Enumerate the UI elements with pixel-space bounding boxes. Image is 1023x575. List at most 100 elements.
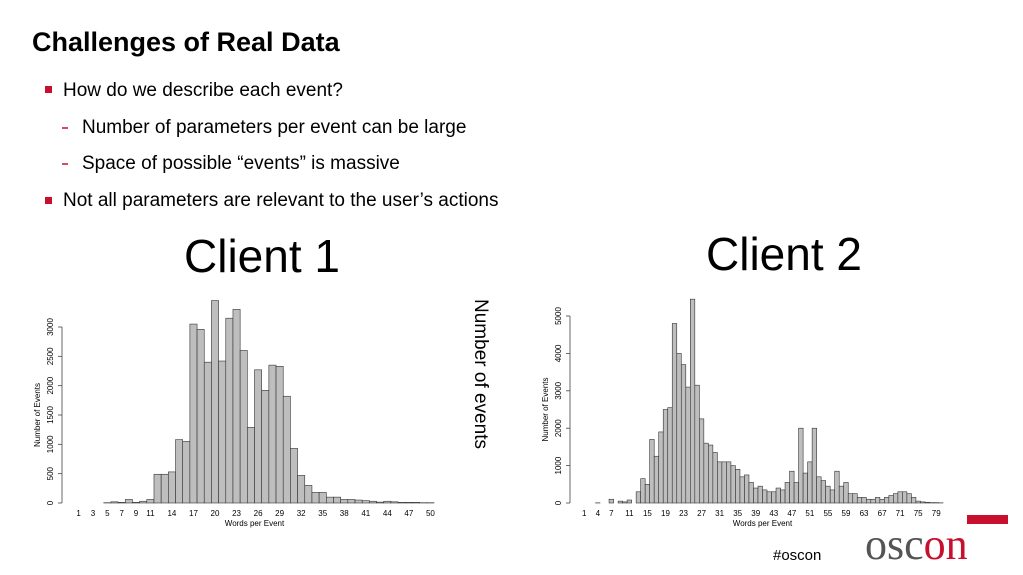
bar [843, 482, 849, 504]
bar [694, 384, 700, 504]
bar [153, 473, 162, 504]
bar [662, 409, 669, 504]
bar [902, 491, 908, 504]
x-tick-label: 41 [361, 509, 370, 518]
bar [829, 489, 835, 504]
x-tick-label: 7 [609, 509, 614, 518]
bar [383, 500, 392, 504]
logo-part: osc [865, 520, 924, 569]
bar [703, 442, 709, 504]
bar [297, 475, 306, 504]
bar [261, 390, 270, 504]
bar [325, 496, 334, 504]
y-axis-label: Number of Events [541, 377, 550, 441]
bar [762, 489, 768, 504]
logo-bar [967, 515, 1008, 524]
x-tick-label: 31 [715, 509, 724, 518]
x-tick-label: 15 [643, 509, 652, 518]
bar [789, 470, 795, 504]
bar [712, 452, 718, 504]
bar [239, 350, 248, 504]
bar [354, 499, 363, 504]
x-tick-label: 14 [167, 509, 176, 518]
bar [798, 427, 804, 504]
x-tick-label: 63 [860, 509, 869, 518]
bar [893, 493, 899, 504]
bar [635, 491, 641, 504]
bar [865, 498, 872, 504]
bar [412, 502, 420, 504]
x-tick-label: 27 [697, 509, 706, 518]
bar [680, 364, 687, 504]
x-axis-label: Words per Event [225, 519, 285, 528]
x-tick-label: 17 [189, 509, 198, 518]
bar [247, 427, 255, 504]
bar [753, 487, 759, 504]
bar [744, 474, 750, 504]
x-tick-label: 35 [318, 509, 327, 518]
bar [254, 369, 262, 504]
bar [861, 497, 867, 504]
bullet-marker [45, 86, 52, 93]
bar [771, 491, 777, 504]
bar [748, 482, 754, 504]
y-tick-label: 4000 [554, 344, 563, 362]
x-tick-label: 67 [878, 509, 887, 518]
bar [875, 497, 881, 504]
y-tick-label: 5000 [554, 307, 563, 325]
bar [717, 461, 723, 504]
y-tick-label: 1000 [46, 435, 55, 453]
x-tick-label: 11 [146, 509, 155, 518]
x-tick-label: 26 [254, 509, 263, 518]
x-tick-label: 47 [787, 509, 796, 518]
bar [811, 427, 817, 504]
bar [852, 493, 858, 504]
y-tick-label: 3000 [554, 381, 563, 399]
x-tick-label: 1 [76, 509, 81, 518]
bar [699, 418, 705, 504]
bullet: Not all parameters are relevant to the u… [63, 190, 498, 211]
x-tick-label: 79 [932, 509, 941, 518]
x-tick-label: 38 [340, 509, 349, 518]
bar [739, 476, 745, 504]
bar [117, 502, 126, 504]
sub-bullet: Number of parameters per event can be la… [82, 117, 466, 138]
bullet-marker [45, 197, 52, 204]
bar [884, 497, 890, 504]
bar [888, 495, 894, 504]
bar [816, 476, 822, 504]
bar [282, 395, 291, 504]
x-tick-label: 20 [211, 509, 220, 518]
x-tick-label: 44 [383, 509, 392, 518]
x-tick-label: 23 [679, 509, 688, 518]
bar [897, 491, 903, 504]
bar [911, 497, 917, 504]
x-tick-label: 29 [275, 509, 284, 518]
sub-bullet: Space of possible “events” is massive [82, 153, 400, 174]
bar [232, 309, 241, 504]
y-tick-label: 2000 [554, 419, 563, 437]
bar [168, 471, 176, 504]
bar [906, 493, 912, 504]
bar [608, 498, 614, 504]
bar [730, 465, 736, 504]
bar [640, 478, 646, 504]
bar [879, 498, 885, 504]
x-axis-label: Words per Event [733, 519, 793, 528]
bar [653, 455, 660, 504]
bar [649, 439, 655, 504]
bar [268, 364, 277, 504]
y-tick-label: 2000 [46, 376, 55, 394]
bar [304, 485, 313, 504]
bar [203, 361, 212, 504]
bar [225, 317, 234, 504]
y-axis-label: Number of Events [33, 383, 42, 447]
bar [196, 329, 205, 504]
bar [617, 500, 623, 504]
bar [397, 502, 406, 504]
bar [644, 483, 650, 504]
bar [685, 386, 691, 504]
hashtag: #oscon [773, 547, 821, 564]
bar [311, 492, 320, 504]
bar [290, 448, 298, 504]
